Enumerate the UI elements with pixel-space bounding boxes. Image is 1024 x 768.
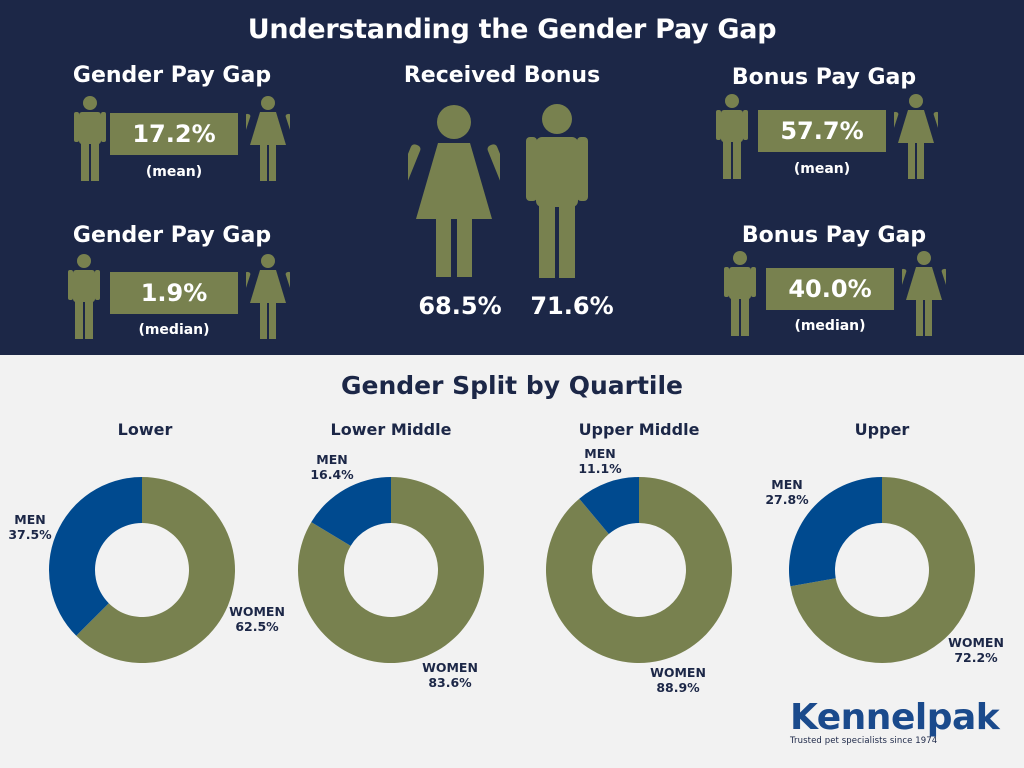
men-label-text: MEN [14, 512, 46, 527]
men-slice [49, 477, 142, 636]
men-value-text: 16.4% [310, 467, 354, 482]
donut-chart-lower [49, 477, 235, 663]
female-figure-icon [246, 96, 290, 181]
women-label-text: WOMEN [948, 635, 1004, 650]
women-value-text: 72.2% [954, 650, 998, 665]
male-figure-icon [526, 104, 588, 278]
women-label-text: WOMEN [650, 665, 706, 680]
women-value-text: 83.6% [428, 675, 472, 690]
pay-gap-median-sub: (median) [138, 322, 210, 338]
men-label-upper: MEN 27.8% [752, 477, 822, 507]
female-figure-icon [408, 105, 500, 277]
bonus-gap-median-sub: (median) [794, 318, 866, 334]
quartile-section-title: Gender Split by Quartile [340, 371, 684, 400]
received-bonus-men: 71.6% [530, 292, 614, 320]
female-figure-icon [894, 94, 938, 179]
men-value-text: 11.1% [578, 461, 622, 476]
donut-chart-lower-middle [298, 477, 484, 663]
men-slice [311, 477, 391, 546]
men-label-lower: MEN 37.5% [0, 512, 65, 542]
women-value-text: 62.5% [235, 619, 279, 634]
pay-gap-median-value: 1.9% [110, 272, 238, 314]
men-label-text: MEN [584, 446, 616, 461]
quartile-title-upper: Upper [854, 420, 910, 439]
male-figure-icon [68, 254, 100, 339]
women-label-lower: WOMEN 62.5% [222, 604, 292, 634]
female-figure-icon [246, 254, 290, 339]
bonus-gap-median-value: 40.0% [766, 268, 894, 310]
women-label-text: WOMEN [229, 604, 285, 619]
women-label-upper-middle: WOMEN 88.9% [643, 665, 713, 695]
pay-gap-median-title: Gender Pay Gap [72, 223, 272, 248]
women-slice [790, 477, 975, 663]
page-title: Understanding the Gender Pay Gap [247, 14, 777, 45]
men-label-text: MEN [771, 477, 803, 492]
men-label-upper-middle: MEN 11.1% [565, 446, 635, 476]
men-slice [579, 477, 639, 534]
women-value-text: 88.9% [656, 680, 700, 695]
quartile-title-lower: Lower [117, 420, 173, 439]
male-figure-icon [716, 94, 748, 179]
bonus-gap-mean-sub: (mean) [793, 161, 851, 177]
women-slice [298, 477, 484, 663]
women-slice [546, 477, 732, 663]
men-slice [789, 477, 882, 587]
brand-tagline: Trusted pet specialists since 1974 [790, 736, 938, 746]
male-figure-icon [724, 251, 756, 336]
bonus-gap-mean-value: 57.7% [758, 110, 886, 152]
pay-gap-mean-value: 17.2% [110, 113, 238, 155]
received-bonus-women: 68.5% [418, 292, 502, 320]
donut-chart-upper [789, 477, 975, 663]
quartile-panel [0, 355, 1024, 768]
women-label-upper: WOMEN 72.2% [941, 635, 1011, 665]
bonus-gap-median-title: Bonus Pay Gap [741, 223, 927, 248]
donut-chart-upper-middle [546, 477, 732, 663]
received-bonus-title: Received Bonus [403, 63, 601, 88]
men-label-text: MEN [316, 452, 348, 467]
brand-logo: Kennelpak [790, 697, 1000, 738]
women-label-text: WOMEN [422, 660, 478, 675]
male-figure-icon [74, 96, 106, 181]
men-value-text: 27.8% [765, 492, 809, 507]
men-label-lower-middle: MEN 16.4% [297, 452, 367, 482]
men-value-text: 37.5% [8, 527, 52, 542]
female-figure-icon [902, 251, 946, 336]
quartile-title-lower-middle: Lower Middle [330, 420, 452, 439]
quartile-title-upper-middle: Upper Middle [578, 420, 700, 439]
bonus-gap-mean-title: Bonus Pay Gap [731, 65, 917, 90]
pay-gap-mean-sub: (mean) [145, 164, 203, 180]
women-slice [76, 477, 235, 663]
pay-gap-mean-title: Gender Pay Gap [72, 63, 272, 88]
women-label-lower-middle: WOMEN 83.6% [415, 660, 485, 690]
